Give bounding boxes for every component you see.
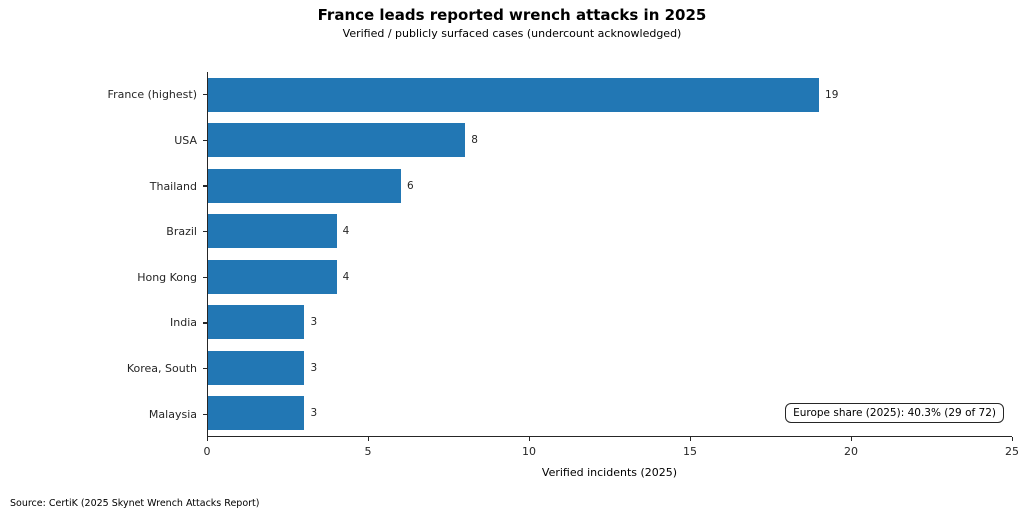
y-label-row: Malaysia	[0, 391, 207, 437]
chart-subtitle: Verified / publicly surfaced cases (unde…	[342, 27, 682, 40]
y-tick-mark	[203, 185, 207, 187]
y-tick-mark	[203, 139, 207, 142]
bar	[208, 396, 305, 431]
y-label-row: Korea, South	[0, 346, 207, 392]
y-label-row: Thailand	[0, 163, 207, 209]
bar-value-label: 8	[471, 134, 478, 147]
y-axis-category-labels: France (highest) USA Thailand Brazil Hong Ko…	[0, 72, 207, 437]
x-tick-label: 0	[203, 445, 211, 458]
bars-container: 19 8 6 4 4 3 3 3	[208, 72, 1012, 436]
x-tick-label: 25	[1005, 445, 1019, 458]
y-tick-mark	[203, 94, 207, 96]
bar-row: 3	[208, 300, 1012, 346]
category-label: Thailand	[149, 179, 197, 193]
y-label-row: Hong Kong	[0, 255, 207, 301]
x-tick-mark	[529, 437, 531, 441]
bar-value-label: 4	[342, 270, 350, 283]
bar-value-label: 4	[342, 225, 350, 238]
x-axis: 0 5 10 15 20 25	[203, 437, 1019, 467]
plot-area: 19 8 6 4 4 3 3 3	[207, 72, 1012, 437]
europe-share-annotation: Europe share (2025): 40.3% (29 of 72)	[785, 403, 1004, 423]
y-label-row: Brazil	[0, 209, 207, 255]
category-label: Hong Kong	[137, 270, 197, 284]
source-note: Source: CertiK (2025 Skynet Wrench Attac…	[10, 498, 260, 509]
bar-value-label: 19	[825, 88, 839, 101]
y-label-row: France (highest)	[0, 72, 207, 118]
category-label: India	[170, 316, 197, 330]
bar-value-label: 3	[310, 361, 318, 374]
y-tick-mark	[203, 367, 207, 370]
bar-row: 6	[208, 163, 1012, 209]
y-label-row: India	[0, 300, 207, 346]
bar	[208, 123, 466, 158]
x-tick-mark	[1012, 437, 1014, 441]
bar	[208, 214, 337, 249]
category-label: Korea, South	[126, 362, 197, 376]
chart-title: France leads reported wrench attacks in …	[317, 6, 707, 24]
bar-row: 19	[208, 72, 1012, 118]
x-tick-mark	[207, 437, 209, 441]
x-tick-label: 5	[364, 445, 372, 458]
y-label-row: USA	[0, 118, 207, 164]
y-tick-mark	[203, 322, 207, 324]
bar-value-label: 3	[310, 316, 318, 329]
y-tick-mark	[203, 231, 207, 233]
bar-value-label: 3	[310, 407, 318, 420]
category-label: Malaysia	[148, 407, 197, 421]
bar-row: 4	[208, 209, 1012, 255]
y-tick-mark	[203, 413, 207, 415]
bar-row: 3	[208, 391, 1012, 437]
x-tick-mark	[368, 437, 370, 441]
bar	[208, 350, 305, 385]
y-tick-mark	[203, 276, 207, 278]
category-label: France (highest)	[107, 88, 197, 102]
x-tick-label: 20	[844, 445, 858, 458]
bar	[208, 77, 820, 112]
category-label: Brazil	[166, 225, 197, 239]
x-tick-mark	[690, 437, 692, 441]
x-tick-mark	[851, 437, 853, 441]
bar-value-label: 6	[406, 179, 414, 192]
bar	[208, 259, 337, 294]
x-tick-label: 15	[683, 445, 697, 458]
x-tick-label: 10	[522, 445, 536, 458]
bar-row: 4	[208, 254, 1012, 300]
x-axis-label: Verified incidents (2025)	[541, 466, 678, 479]
bar-row: 8	[208, 118, 1012, 164]
bar	[208, 168, 401, 203]
category-label: USA	[174, 133, 197, 147]
bar	[208, 305, 305, 340]
bar-row: 3	[208, 345, 1012, 391]
